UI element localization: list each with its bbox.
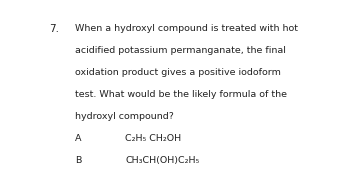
Text: B: B xyxy=(75,156,81,165)
Text: acidified potassium permanganate, the final: acidified potassium permanganate, the fi… xyxy=(75,47,286,55)
Text: 7.: 7. xyxy=(49,24,59,35)
Text: hydroxyl compound?: hydroxyl compound? xyxy=(75,112,174,121)
Text: When a hydroxyl compound is treated with hot: When a hydroxyl compound is treated with… xyxy=(75,24,298,34)
Text: C₂H₅ CH₂OH: C₂H₅ CH₂OH xyxy=(126,134,181,143)
Text: oxidation product gives a positive iodoform: oxidation product gives a positive iodof… xyxy=(75,68,281,77)
Text: test. What would be the likely formula of the: test. What would be the likely formula o… xyxy=(75,90,287,100)
Text: CH₃CH(OH)C₂H₅: CH₃CH(OH)C₂H₅ xyxy=(126,156,200,165)
Text: A: A xyxy=(75,134,82,143)
